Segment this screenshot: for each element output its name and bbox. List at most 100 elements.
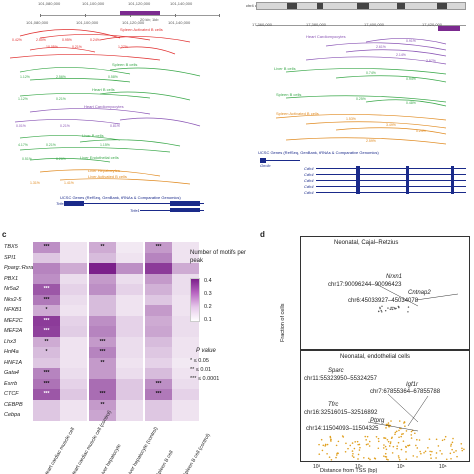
track-label: Liver B cells: [274, 66, 296, 71]
gene-name: Cdh4: [304, 166, 314, 171]
coord-label: 17,360,000: [252, 22, 273, 27]
heatmap-column-label: Liver hepatocyte: [99, 442, 123, 474]
heatmap-cell: [145, 399, 172, 410]
scatter-point: [321, 449, 324, 452]
pvalue-legend-row: * ≤ 0.05: [190, 358, 209, 364]
heatmap-cell: [172, 263, 199, 274]
scatter-point: [392, 306, 394, 309]
svg-text:0.91%: 0.91%: [406, 39, 416, 43]
scatter-point: [392, 445, 395, 448]
scatter-point: [377, 440, 380, 443]
scatter-point: [351, 450, 354, 452]
svg-text:0.21%: 0.21%: [46, 143, 56, 147]
heatmap-row-label: Nkx2-5: [4, 296, 22, 303]
heatmap-cell: **: [89, 399, 116, 410]
scatter-point: [353, 447, 356, 450]
heatmap-cell: [116, 336, 143, 347]
heatmap-cell: [116, 242, 143, 253]
scatter-point: [405, 430, 408, 432]
heatmap-cell: [172, 315, 199, 326]
coord-label: 101,080,000: [38, 1, 61, 6]
heatmap-cell: [145, 347, 172, 358]
heatmap-cell: [145, 326, 172, 337]
scatter-point: [410, 430, 413, 433]
scatter-point: [369, 458, 371, 461]
heatmap-cell: [60, 294, 87, 305]
scatter-point: [349, 444, 352, 447]
scatter-point: [400, 435, 402, 438]
heatmap-cell: **: [89, 357, 116, 368]
heatmap-cell: [89, 326, 116, 337]
heatmap-row-label: Gata4: [4, 370, 19, 376]
scatter-point: [385, 458, 388, 461]
scatter-point: [330, 438, 332, 441]
svg-text:10.05%: 10.05%: [46, 45, 58, 49]
heatmap-cell: [116, 315, 143, 326]
scatter-point: [345, 442, 347, 445]
heatmap-cell: [116, 410, 143, 421]
heatmap-cell: ***: [33, 368, 60, 379]
heatmap-cell: ***: [145, 389, 172, 400]
annotation-gene: Ptprg: [370, 418, 385, 424]
svg-text:1.53%: 1.53%: [346, 117, 356, 121]
heatmap-row-label: Nr5a2: [4, 286, 19, 292]
scatter-point: [414, 432, 416, 435]
scatter-point: [437, 445, 440, 447]
heatmap-cell: [116, 347, 143, 358]
heatmap-row-label: Hnf4a: [4, 349, 19, 355]
x-axis-label: Distance from TSS (bp): [320, 468, 378, 474]
scatter-point: [318, 443, 320, 446]
coord-label: 17,420,000: [422, 22, 443, 27]
scatter-point: [435, 457, 437, 459]
heatmap-row-label: HNF1A: [4, 359, 23, 366]
heatmap-cell: [172, 242, 199, 253]
heatmap-cell: [145, 263, 172, 274]
track-label: Spleen Activated B cells: [120, 27, 163, 32]
scatter-point: [359, 446, 361, 449]
heatmap-cell: [172, 389, 199, 400]
scatter-point: [384, 437, 387, 439]
scatter-point: [389, 442, 392, 445]
scatter-point: [463, 448, 465, 451]
track-label: Heart B cells: [92, 87, 115, 92]
heatmap-cell: [89, 368, 116, 379]
heatmap-cell: [172, 326, 199, 337]
scatter-point: [450, 443, 453, 446]
scatter-point: [450, 457, 452, 460]
svg-text:2.59%: 2.59%: [366, 139, 376, 143]
panel-c-heatmap: c TBX5 SPI1 Pparg::Rxra PBX1 Nr5a2 Nkx2-5 NFKB…: [0, 226, 260, 474]
panel-letter: c: [2, 230, 7, 239]
scatter-point: [356, 440, 359, 443]
scatter-point: [405, 446, 407, 449]
scatter-point: [384, 309, 387, 312]
pvalue-legend-title: P value: [196, 348, 216, 354]
scatter-point: [351, 442, 354, 444]
scatter-point: [423, 451, 425, 454]
heatmap-cell: [116, 399, 143, 410]
scatter-point: [445, 458, 448, 461]
legend-title: Number of motifs per peak: [190, 250, 247, 264]
heatmap-column-label: Spleen B cell (control): [182, 432, 212, 474]
gene-track-label: UCSC Genes (RefSeq, GenBank, tRNAs & Com…: [60, 195, 181, 200]
genomic-ruler: [256, 14, 466, 26]
gene-name: Cdh4: [304, 178, 314, 183]
heatmap-cell: [33, 263, 60, 274]
scatter-point: [390, 437, 393, 440]
heatmap-cell: ***: [145, 242, 172, 253]
heatmap-cell: [60, 315, 87, 326]
scatter-point: [403, 422, 405, 424]
svg-text:0.21%: 0.21%: [60, 124, 70, 128]
heatmap-cell: [116, 273, 143, 284]
scatter-point: [416, 447, 419, 449]
heatmap-cell: [116, 294, 143, 305]
scatter-point: [367, 443, 369, 445]
annotation-coord: chr6:45033927–45034078: [348, 298, 419, 304]
heatmap-cell: [33, 410, 60, 421]
heatmap-cell: ***: [89, 389, 116, 400]
scatter-point: [358, 443, 361, 446]
annotation-gene: Sparc: [328, 368, 344, 374]
heatmap-cell: [145, 368, 172, 379]
svg-text:2.56%: 2.56%: [56, 75, 66, 79]
scatter-point: [388, 425, 390, 428]
annotation-leader-line: [367, 421, 419, 432]
